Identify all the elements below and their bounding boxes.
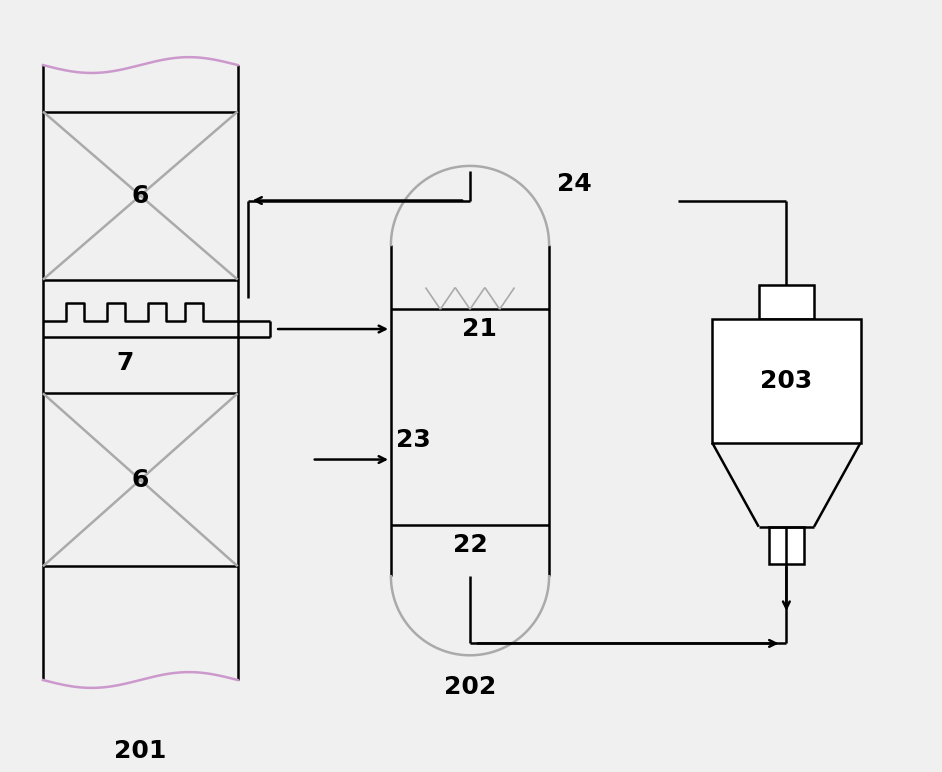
Text: 6: 6 bbox=[132, 468, 149, 492]
Bar bbox=[712, 319, 861, 442]
Text: 203: 203 bbox=[760, 369, 813, 393]
Bar bbox=[769, 527, 804, 564]
Text: 22: 22 bbox=[453, 533, 487, 557]
Text: 201: 201 bbox=[114, 740, 167, 764]
Text: 23: 23 bbox=[396, 428, 430, 452]
Text: 202: 202 bbox=[444, 675, 496, 699]
Text: 21: 21 bbox=[463, 317, 497, 341]
Text: 6: 6 bbox=[132, 184, 149, 208]
Bar bbox=[758, 285, 814, 319]
Text: 7: 7 bbox=[117, 350, 134, 374]
Text: 24: 24 bbox=[557, 171, 592, 195]
